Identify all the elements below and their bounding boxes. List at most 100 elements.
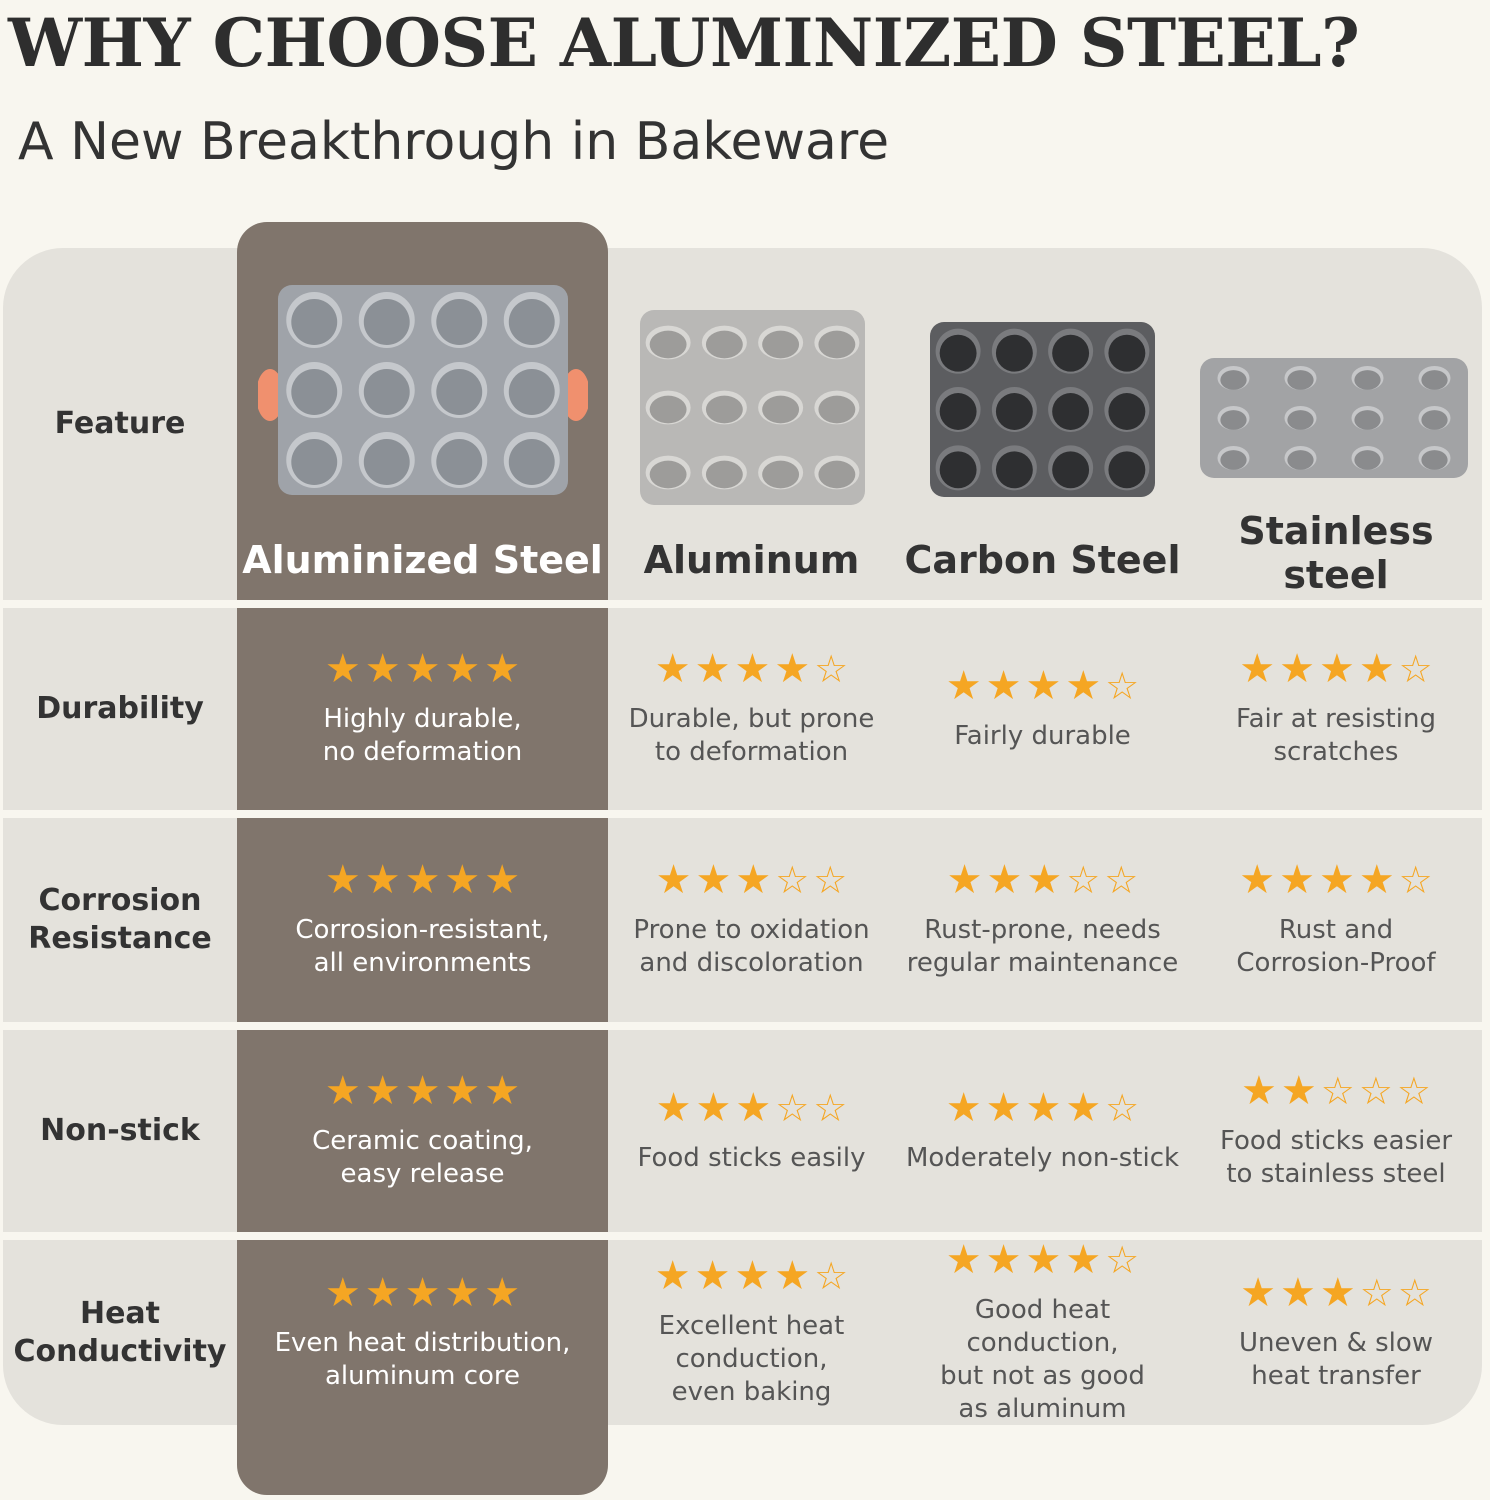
- star-rating: ★ ★ ★ ★ ☆: [1239, 860, 1433, 900]
- feature-label-row: Heat Conductivity: [3, 1240, 237, 1425]
- star-empty-icon: ☆: [1066, 858, 1101, 902]
- star-filled-icon: ★: [1358, 857, 1395, 903]
- star-rating: ★ ★ ★ ☆ ☆: [1240, 1273, 1432, 1313]
- star-filled-icon: ★: [695, 857, 732, 903]
- star-filled-icon: ★: [324, 1269, 361, 1316]
- page-title: WHY CHOOSE ALUMINIZED STEEL?: [8, 4, 1360, 82]
- row-divider: [3, 810, 1482, 818]
- star-rating: ★ ★ ★ ☆ ☆: [656, 1088, 848, 1128]
- star-filled-icon: ★: [364, 857, 401, 903]
- row-divider: [3, 600, 1482, 608]
- feature-header: Feature: [54, 406, 186, 441]
- star-filled-icon: ★: [1026, 857, 1063, 903]
- star-rating: ★ ★ ★ ★ ☆: [655, 1256, 849, 1296]
- star-filled-icon: ★: [1239, 857, 1276, 903]
- rating-cell: ★ ★ ★ ★ ☆ Fairly durable: [895, 608, 1190, 810]
- muffin-pan-stainless-image: [1200, 358, 1468, 478]
- star-empty-icon: ☆: [1359, 1270, 1394, 1315]
- star-filled-icon: ★: [735, 1084, 772, 1131]
- rating-cell: ★ ★ ★ ☆ ☆ Food sticks easily: [608, 1030, 895, 1232]
- star-filled-icon: ★: [945, 1236, 982, 1283]
- feature-label-row: Durability: [3, 608, 237, 810]
- feature-label-row: Non-stick: [3, 1030, 237, 1232]
- rating-description: Durable, but prone to deformation: [628, 704, 875, 767]
- rating-description: Food sticks easier to stainless steel: [1219, 1126, 1453, 1189]
- star-empty-icon: ☆: [1358, 1069, 1393, 1113]
- column-header-1: Aluminum: [608, 530, 895, 590]
- star-filled-icon: ★: [1280, 1068, 1317, 1114]
- rating-description: Good heat conduction, but not as good as…: [940, 1294, 1145, 1424]
- rating-description: Fair at resisting scratches: [1236, 704, 1436, 767]
- rating-cell: ★ ★ ★ ★ ☆ Good heat conduction, but not as go…: [895, 1240, 1190, 1425]
- star-filled-icon: ★: [1319, 1269, 1356, 1316]
- rating-cell: ★ ★ ★ ☆ ☆ Uneven & slow heat transfer: [1190, 1240, 1482, 1425]
- star-empty-icon: ☆: [1396, 1069, 1431, 1113]
- rating-cell: ★ ★ ★ ★ ★ Highly durable, no deformation: [237, 608, 608, 810]
- star-filled-icon: ★: [985, 662, 1022, 709]
- star-empty-icon: ☆: [813, 858, 848, 902]
- star-filled-icon: ★: [695, 1084, 732, 1131]
- rating-description: Excellent heat conduction, even baking: [658, 1311, 845, 1407]
- star-rating: ★ ★ ★ ☆ ☆: [947, 860, 1139, 900]
- star-filled-icon: ★: [986, 857, 1023, 903]
- star-rating: ★ ★ ☆ ☆ ☆: [1241, 1071, 1431, 1111]
- rating-description: Prone to oxidation and discoloration: [633, 915, 870, 978]
- star-rating: ★ ★ ★ ☆ ☆: [656, 860, 848, 900]
- star-rating: ★ ★ ★ ★ ★: [325, 1273, 520, 1313]
- star-filled-icon: ★: [364, 1269, 401, 1316]
- star-empty-icon: ☆: [1320, 1069, 1355, 1113]
- star-filled-icon: ★: [444, 1269, 481, 1316]
- rating-cell: ★ ★ ★ ★ ★ Corrosion-resistant, all environmen…: [237, 818, 608, 1022]
- rating-cell: ★ ★ ★ ★ ★ Ceramic coating, easy release: [237, 1030, 608, 1232]
- star-empty-icon: ☆: [1105, 663, 1140, 708]
- star-filled-icon: ★: [484, 1269, 521, 1316]
- column-header-0: Aluminized Steel: [237, 530, 608, 590]
- rating-cell: ★ ★ ★ ★ ☆ Excellent heat conduction, even bak…: [608, 1240, 895, 1425]
- star-filled-icon: ★: [324, 1068, 361, 1114]
- star-filled-icon: ★: [945, 1084, 982, 1131]
- star-filled-icon: ★: [985, 1236, 1022, 1283]
- star-filled-icon: ★: [324, 857, 361, 903]
- star-filled-icon: ★: [774, 646, 811, 692]
- star-filled-icon: ★: [774, 1253, 811, 1299]
- star-filled-icon: ★: [1240, 1269, 1276, 1316]
- row-divider: [237, 810, 608, 818]
- star-rating: ★ ★ ★ ★ ☆: [946, 1088, 1140, 1128]
- row-divider: [237, 1022, 608, 1030]
- row-divider: [3, 1232, 1482, 1240]
- rating-description: Food sticks easily: [637, 1142, 866, 1173]
- star-filled-icon: ★: [946, 857, 983, 903]
- star-filled-icon: ★: [364, 1068, 401, 1114]
- rating-description: Highly durable, no deformation: [322, 704, 523, 767]
- rating-cell: ★ ★ ★ ★ ☆ Fair at resisting scratches: [1190, 608, 1482, 810]
- star-empty-icon: ☆: [775, 1085, 810, 1130]
- star-filled-icon: ★: [985, 1084, 1022, 1131]
- feature-name: Corrosion Resistance: [28, 883, 212, 956]
- star-filled-icon: ★: [734, 646, 771, 692]
- page-subtitle: A New Breakthrough in Bakeware: [18, 112, 890, 172]
- star-filled-icon: ★: [1025, 1084, 1062, 1131]
- star-filled-icon: ★: [1241, 1068, 1277, 1114]
- star-filled-icon: ★: [655, 857, 692, 903]
- star-filled-icon: ★: [1239, 646, 1276, 692]
- star-filled-icon: ★: [484, 857, 521, 903]
- star-rating: ★ ★ ★ ★ ★: [325, 860, 520, 900]
- muffin-pan-aluminum-image: [640, 310, 865, 505]
- rating-cell: ★ ★ ★ ★ ☆ Moderately non-stick: [895, 1030, 1190, 1232]
- star-empty-icon: ☆: [1397, 1270, 1432, 1315]
- star-filled-icon: ★: [404, 1068, 441, 1114]
- star-filled-icon: ★: [735, 857, 772, 903]
- star-rating: ★ ★ ★ ★ ☆: [655, 649, 849, 689]
- star-rating: ★ ★ ★ ★ ★: [325, 649, 520, 689]
- column-name: Aluminum: [643, 538, 860, 582]
- star-filled-icon: ★: [484, 646, 521, 692]
- star-empty-icon: ☆: [1398, 647, 1433, 691]
- star-filled-icon: ★: [1025, 1236, 1062, 1283]
- rating-cell: ★ ★ ★ ★ ★ Even heat distribution, aluminum co…: [237, 1240, 608, 1425]
- star-empty-icon: ☆: [814, 1254, 849, 1298]
- star-filled-icon: ★: [484, 1068, 521, 1114]
- row-divider: [237, 1232, 608, 1240]
- star-rating: ★ ★ ★ ★ ★: [325, 1071, 520, 1111]
- rating-description: Rust-prone, needs regular maintenance: [906, 915, 1179, 978]
- rating-description: Corrosion-resistant, all environments: [295, 915, 550, 978]
